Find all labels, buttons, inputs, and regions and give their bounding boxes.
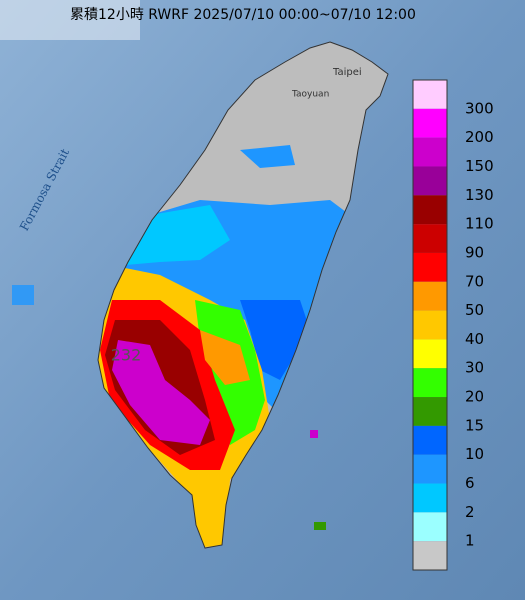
legend-swatch bbox=[413, 310, 447, 340]
rain-patch bbox=[310, 430, 318, 438]
legend-swatch bbox=[413, 541, 447, 570]
legend-label: 20 bbox=[465, 388, 484, 406]
rain-50 bbox=[200, 330, 250, 385]
legend-swatch bbox=[413, 166, 447, 196]
rain-patch bbox=[314, 522, 326, 530]
legend-label: 40 bbox=[465, 330, 484, 348]
legend-swatch bbox=[413, 281, 447, 311]
legend-label: 110 bbox=[465, 215, 494, 233]
legend-label: 200 bbox=[465, 128, 494, 146]
legend-label: 10 bbox=[465, 445, 484, 463]
legend-swatch bbox=[413, 252, 447, 282]
legend-label: 2 bbox=[465, 503, 475, 521]
rain-150 bbox=[112, 340, 210, 445]
legend-swatch bbox=[413, 512, 447, 542]
legend: 300 200 150 130 110 90 70 50 40 30 20 15 10 6 2 1 bbox=[412, 79, 494, 571]
legend-label: 70 bbox=[465, 272, 484, 290]
coastline bbox=[97, 41, 389, 549]
legend-label: 90 bbox=[465, 243, 484, 261]
legend-frame bbox=[412, 79, 448, 571]
rain-6-north bbox=[240, 145, 295, 168]
city-label: Taipei bbox=[332, 67, 362, 78]
legend-label: 1 bbox=[465, 532, 475, 550]
rain-patch bbox=[12, 285, 34, 305]
cloud bbox=[0, 0, 140, 40]
legend-label: 30 bbox=[465, 359, 484, 377]
legend-swatch bbox=[413, 224, 447, 253]
legend-swatch bbox=[413, 339, 447, 369]
legend-swatch bbox=[413, 80, 447, 109]
title: 累積12小時 RWRF 2025/07/10 00:00~07/10 12:00 bbox=[70, 7, 416, 23]
legend-label: 150 bbox=[465, 157, 494, 175]
legend-label: 300 bbox=[465, 99, 494, 117]
legend-label: 6 bbox=[465, 474, 475, 492]
legend-swatch bbox=[413, 195, 447, 225]
legend-swatch bbox=[413, 454, 447, 484]
legend-swatch bbox=[413, 397, 447, 426]
city-label: Taoyuan bbox=[291, 90, 329, 100]
legend-swatch bbox=[413, 137, 447, 167]
legend-label: 50 bbox=[465, 301, 484, 319]
legend-label: 15 bbox=[465, 416, 484, 434]
legend-swatch bbox=[413, 483, 447, 513]
legend-swatch bbox=[413, 425, 447, 455]
legend-swatch bbox=[413, 108, 447, 138]
max-value-label: 232 bbox=[111, 346, 142, 365]
legend-label: 130 bbox=[465, 186, 494, 204]
legend-swatch bbox=[413, 368, 447, 398]
